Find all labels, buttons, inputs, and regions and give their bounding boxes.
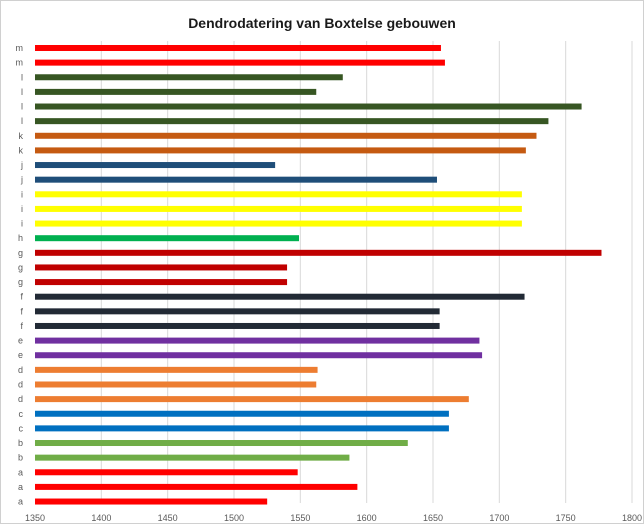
category-label: f: [20, 321, 23, 331]
category-label: g: [18, 277, 23, 287]
bar-m: [35, 45, 441, 51]
bar-g: [35, 279, 288, 286]
x-tick-label: 1750: [556, 513, 576, 523]
category-label: d: [18, 379, 23, 389]
category-label: h: [18, 233, 23, 243]
category-label: b: [18, 438, 23, 448]
category-label: e: [18, 350, 23, 360]
category-label: l: [21, 102, 23, 112]
category-label: g: [18, 248, 23, 258]
bar-g: [35, 264, 288, 271]
bar-l: [35, 103, 582, 110]
bar-m: [35, 59, 445, 66]
x-axis-tick-labels: 1350 1400 1450 1500 1550 1600 1650 1700 1750 1800: [25, 513, 642, 523]
bar-f: [35, 293, 525, 300]
bar-e: [35, 352, 483, 359]
bar-a: [35, 498, 268, 505]
category-label: d: [18, 365, 23, 375]
x-tick-label: 1550: [290, 513, 310, 523]
bar-a: [35, 483, 358, 490]
bar-b: [35, 440, 408, 447]
category-label: a: [18, 497, 23, 507]
category-label: i: [21, 219, 23, 229]
category-label: g: [18, 262, 23, 272]
bar-d: [35, 381, 317, 388]
category-label: m: [16, 58, 24, 68]
category-label: i: [21, 189, 23, 199]
bar-i: [35, 220, 522, 227]
bar-i: [35, 191, 522, 198]
category-label: j: [20, 160, 23, 170]
x-tick-label: 1700: [489, 513, 509, 523]
bar-d: [35, 366, 318, 373]
category-label: l: [21, 116, 23, 126]
bar-h: [35, 235, 300, 242]
bar-l: [35, 74, 343, 81]
bar-j: [35, 162, 276, 169]
category-label: d: [18, 394, 23, 404]
bar-b: [35, 454, 350, 461]
category-label: c: [19, 409, 24, 419]
category-label: c: [19, 423, 24, 433]
category-label: a: [18, 467, 23, 477]
bar-d: [35, 396, 469, 403]
bar-c: [35, 425, 449, 432]
category-label: f: [20, 292, 23, 302]
category-label: j: [20, 175, 23, 185]
category-label: f: [20, 306, 23, 316]
x-tick-label: 1800: [622, 513, 642, 523]
bar-f: [35, 322, 440, 329]
category-label: k: [19, 131, 24, 141]
category-label: l: [21, 87, 23, 97]
category-label: m: [16, 43, 24, 53]
x-tick-label: 1500: [224, 513, 244, 523]
x-tick-label: 1350: [25, 513, 45, 523]
bar-f: [35, 308, 440, 315]
chart-title: Dendrodatering van Boxtelse gebouwen: [188, 15, 456, 31]
bar-j: [35, 176, 437, 183]
bar-a: [35, 469, 298, 476]
category-label: i: [21, 204, 23, 214]
x-tick-label: 1650: [423, 513, 443, 523]
bar-g: [35, 249, 602, 256]
category-label: k: [19, 145, 24, 155]
category-label: l: [21, 72, 23, 82]
category-label: a: [18, 482, 23, 492]
bar-c: [35, 410, 449, 417]
category-label: b: [18, 453, 23, 463]
category-label: e: [18, 336, 23, 346]
bar-l: [35, 88, 317, 95]
bar-k: [35, 147, 526, 154]
gridlines: [100, 41, 633, 503]
bar-k: [35, 132, 537, 139]
x-tick-label: 1400: [91, 513, 111, 523]
x-tick-label: 1600: [357, 513, 377, 523]
x-tick-label: 1450: [158, 513, 178, 523]
bar-i: [35, 205, 522, 212]
bar-l: [35, 118, 549, 125]
bar-e: [35, 337, 480, 344]
bars: [35, 45, 602, 505]
